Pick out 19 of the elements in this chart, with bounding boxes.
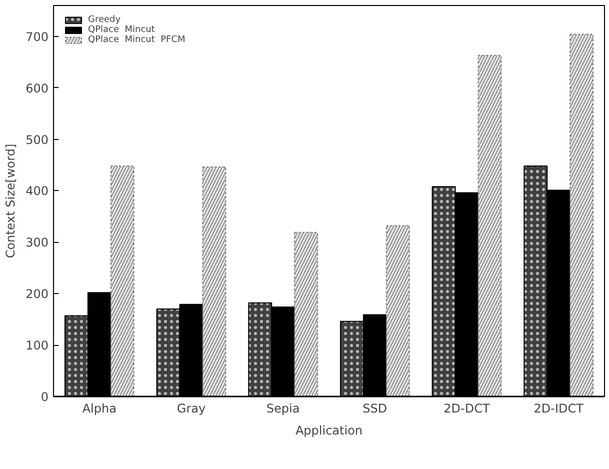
x-tick-label: Alpha xyxy=(82,402,116,416)
x-tick-label: SSD xyxy=(362,402,388,416)
x-tick-label: Gray xyxy=(176,402,206,416)
y-tick-label: 400 xyxy=(26,184,48,198)
y-axis-title: Context Size[word] xyxy=(4,144,18,258)
legend-label: QPlace Mincut xyxy=(88,25,155,35)
legend-label: Greedy xyxy=(88,15,121,25)
x-tick-label: 2D-IDCT xyxy=(534,402,584,416)
y-tick-label: 300 xyxy=(26,236,48,250)
x-tick-label: 2D-DCT xyxy=(444,402,490,416)
y-tick-label: 100 xyxy=(26,338,48,353)
x-axis-title: Application xyxy=(295,424,363,438)
x-tick-label: Sepia xyxy=(266,402,300,416)
y-tick-label: 600 xyxy=(26,81,48,96)
y-tick-label: 500 xyxy=(26,132,48,147)
y-tick-label: 0 xyxy=(40,390,49,404)
y-tick-label: 700 xyxy=(26,30,48,44)
legend-label: QPlace Mincut PFCM xyxy=(88,35,186,45)
y-tick-label: 200 xyxy=(26,287,48,302)
